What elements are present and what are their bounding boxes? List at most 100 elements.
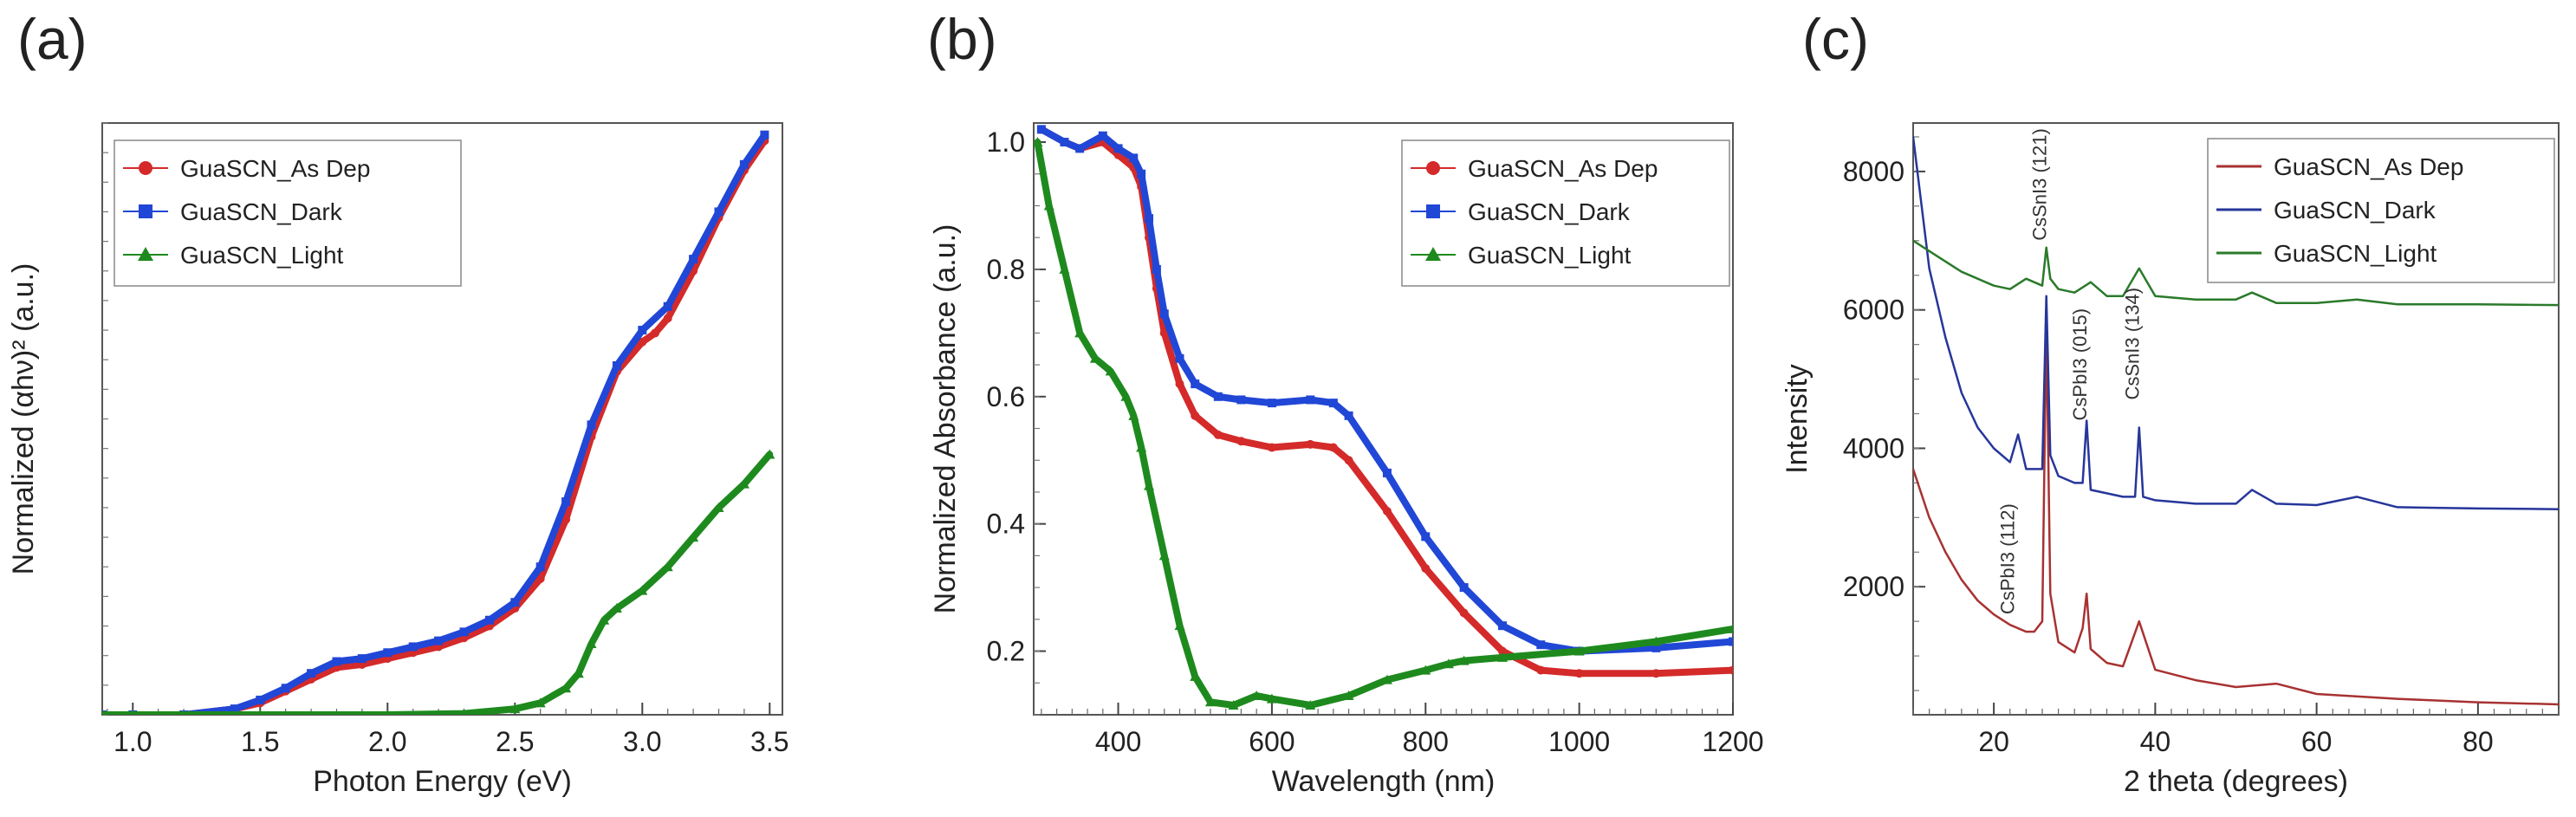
data-point-a-0	[638, 337, 647, 347]
data-point-a-2	[738, 478, 749, 489]
y-tick-label-c-2000: 2000	[1843, 571, 1904, 602]
data-point-b-1	[1536, 640, 1546, 650]
data-point-b-0	[1344, 456, 1353, 465]
data-point-b-1	[1137, 169, 1146, 178]
data-point-b-2	[1105, 366, 1116, 376]
data-point-b-2	[1034, 137, 1043, 147]
x-tick-label-b-400: 400	[1095, 726, 1141, 757]
data-point-b-1	[1191, 379, 1200, 389]
data-point-b-1	[1267, 399, 1276, 408]
data-point-b-2	[1420, 665, 1431, 675]
data-point-b-0	[1159, 328, 1169, 338]
data-point-b-0	[1213, 430, 1223, 439]
panel-label-a: (a)	[17, 7, 88, 71]
data-point-b-1	[1145, 214, 1154, 224]
x-tick-label-a-1: 1.0	[114, 726, 152, 757]
panel-label-c: (c)	[1802, 7, 1869, 71]
data-point-a-0	[561, 515, 571, 524]
chart-panel-b: 400 600 800 1000 1200 0.2 0.4 0.6 0.8 1.0 Waveleng…	[929, 122, 1764, 798]
data-point-a-1	[612, 361, 621, 371]
series-group-b	[1034, 125, 1733, 710]
data-point-b-0	[1536, 665, 1546, 675]
data-point-b-1	[1159, 309, 1169, 319]
legend-box-c	[2207, 138, 2555, 283]
series-line-c-1	[1913, 135, 2559, 510]
data-point-a-2	[662, 561, 673, 572]
y-tick-label-b-0_6: 0.6	[987, 381, 1025, 412]
x-axis-title-b: Wavelength (nm)	[1272, 765, 1496, 798]
data-point-a-2	[764, 449, 775, 459]
legend-label-b-1: GuaSCN_Dark	[1468, 198, 1631, 225]
x-tick-label-b-1000: 1000	[1548, 726, 1610, 757]
data-point-a-1	[587, 420, 596, 430]
data-point-b-2	[1089, 353, 1100, 363]
legend-c: GuaSCN_As Dep GuaSCN_Dark GuaSCN_Light	[2207, 138, 2555, 283]
legend-marker-b-0	[1426, 161, 1440, 175]
data-point-a-1	[484, 615, 494, 625]
data-point-b-1	[1152, 264, 1161, 274]
series-group-a	[102, 130, 775, 715]
data-point-a-2	[573, 668, 584, 678]
data-point-b-2	[1381, 674, 1392, 684]
data-point-a-2	[535, 697, 546, 708]
legend-marker-a-2	[138, 247, 153, 261]
legend-label-a-1: GuaSCN_Dark	[180, 198, 343, 225]
data-point-b-0	[1175, 379, 1184, 389]
legend-label-b-2: GuaSCN_Light	[1468, 242, 1632, 269]
peak-annotation-1: CsPbI3 (015)	[2069, 308, 2091, 421]
legend-label-a-2: GuaSCN_Light	[180, 242, 344, 269]
data-point-b-2	[1266, 693, 1277, 704]
x-tick-label-a-1_5: 1.5	[241, 726, 279, 757]
data-point-b-2	[1144, 480, 1155, 490]
x-tick-label-c-40: 40	[2140, 726, 2171, 757]
data-point-b-2	[1651, 636, 1662, 646]
y-tick-label-b-0_8: 0.8	[987, 254, 1025, 285]
y-tick-label-c-6000: 6000	[1843, 295, 1904, 326]
data-point-a-1	[739, 159, 749, 169]
data-point-a-0	[663, 314, 672, 323]
data-point-b-1	[1382, 468, 1392, 477]
legend-label-a-0: GuaSCN_As Dep	[180, 155, 370, 182]
data-point-b-1	[1113, 144, 1123, 153]
data-point-b-1	[1344, 411, 1353, 420]
data-point-b-0	[1267, 443, 1276, 452]
x-tick-label-c-20: 20	[1978, 726, 2009, 757]
data-point-b-1	[1213, 392, 1223, 401]
y-tick-label-c-4000: 4000	[1843, 432, 1904, 464]
data-point-b-2	[1174, 620, 1185, 631]
y-tick-label-b-0_2: 0.2	[987, 636, 1025, 667]
data-point-b-0	[1651, 669, 1661, 678]
data-point-b-2	[1190, 671, 1201, 681]
data-point-b-2	[1228, 699, 1239, 710]
data-point-a-1	[408, 642, 418, 652]
x-tick-label-b-1200: 1200	[1702, 726, 1763, 757]
data-point-a-1	[357, 654, 367, 664]
series-group-c	[1913, 135, 2559, 706]
legend-label-b-0: GuaSCN_As Dep	[1468, 155, 1658, 182]
data-point-a-2	[385, 710, 391, 715]
data-point-a-2	[688, 532, 699, 542]
data-point-b-0	[1191, 411, 1200, 420]
data-point-b-1	[1328, 399, 1338, 408]
legend-marker-b-1	[1426, 204, 1440, 218]
x-tick-label-c-60: 60	[2301, 726, 2333, 757]
y-axis-title-c: Intensity	[1781, 364, 1814, 474]
data-point-a-2	[257, 710, 263, 715]
data-point-a-1	[383, 648, 393, 658]
data-point-a-2	[586, 639, 597, 649]
data-point-b-2	[1136, 442, 1147, 452]
data-point-a-1	[760, 130, 769, 139]
data-point-a-1	[332, 657, 341, 666]
data-point-a-1	[689, 255, 698, 264]
x-axis-title-a: Photon Energy (eV)	[313, 765, 572, 798]
data-point-b-2	[1305, 699, 1316, 710]
data-point-a-0	[535, 574, 545, 583]
data-point-a-2	[102, 710, 106, 715]
data-point-a-1	[510, 598, 520, 607]
series-line-a-2	[102, 451, 774, 715]
data-point-b-1	[1129, 153, 1139, 163]
data-point-b-2	[1158, 550, 1170, 561]
data-point-a-2	[599, 614, 610, 625]
data-point-b-1	[1236, 395, 1246, 405]
